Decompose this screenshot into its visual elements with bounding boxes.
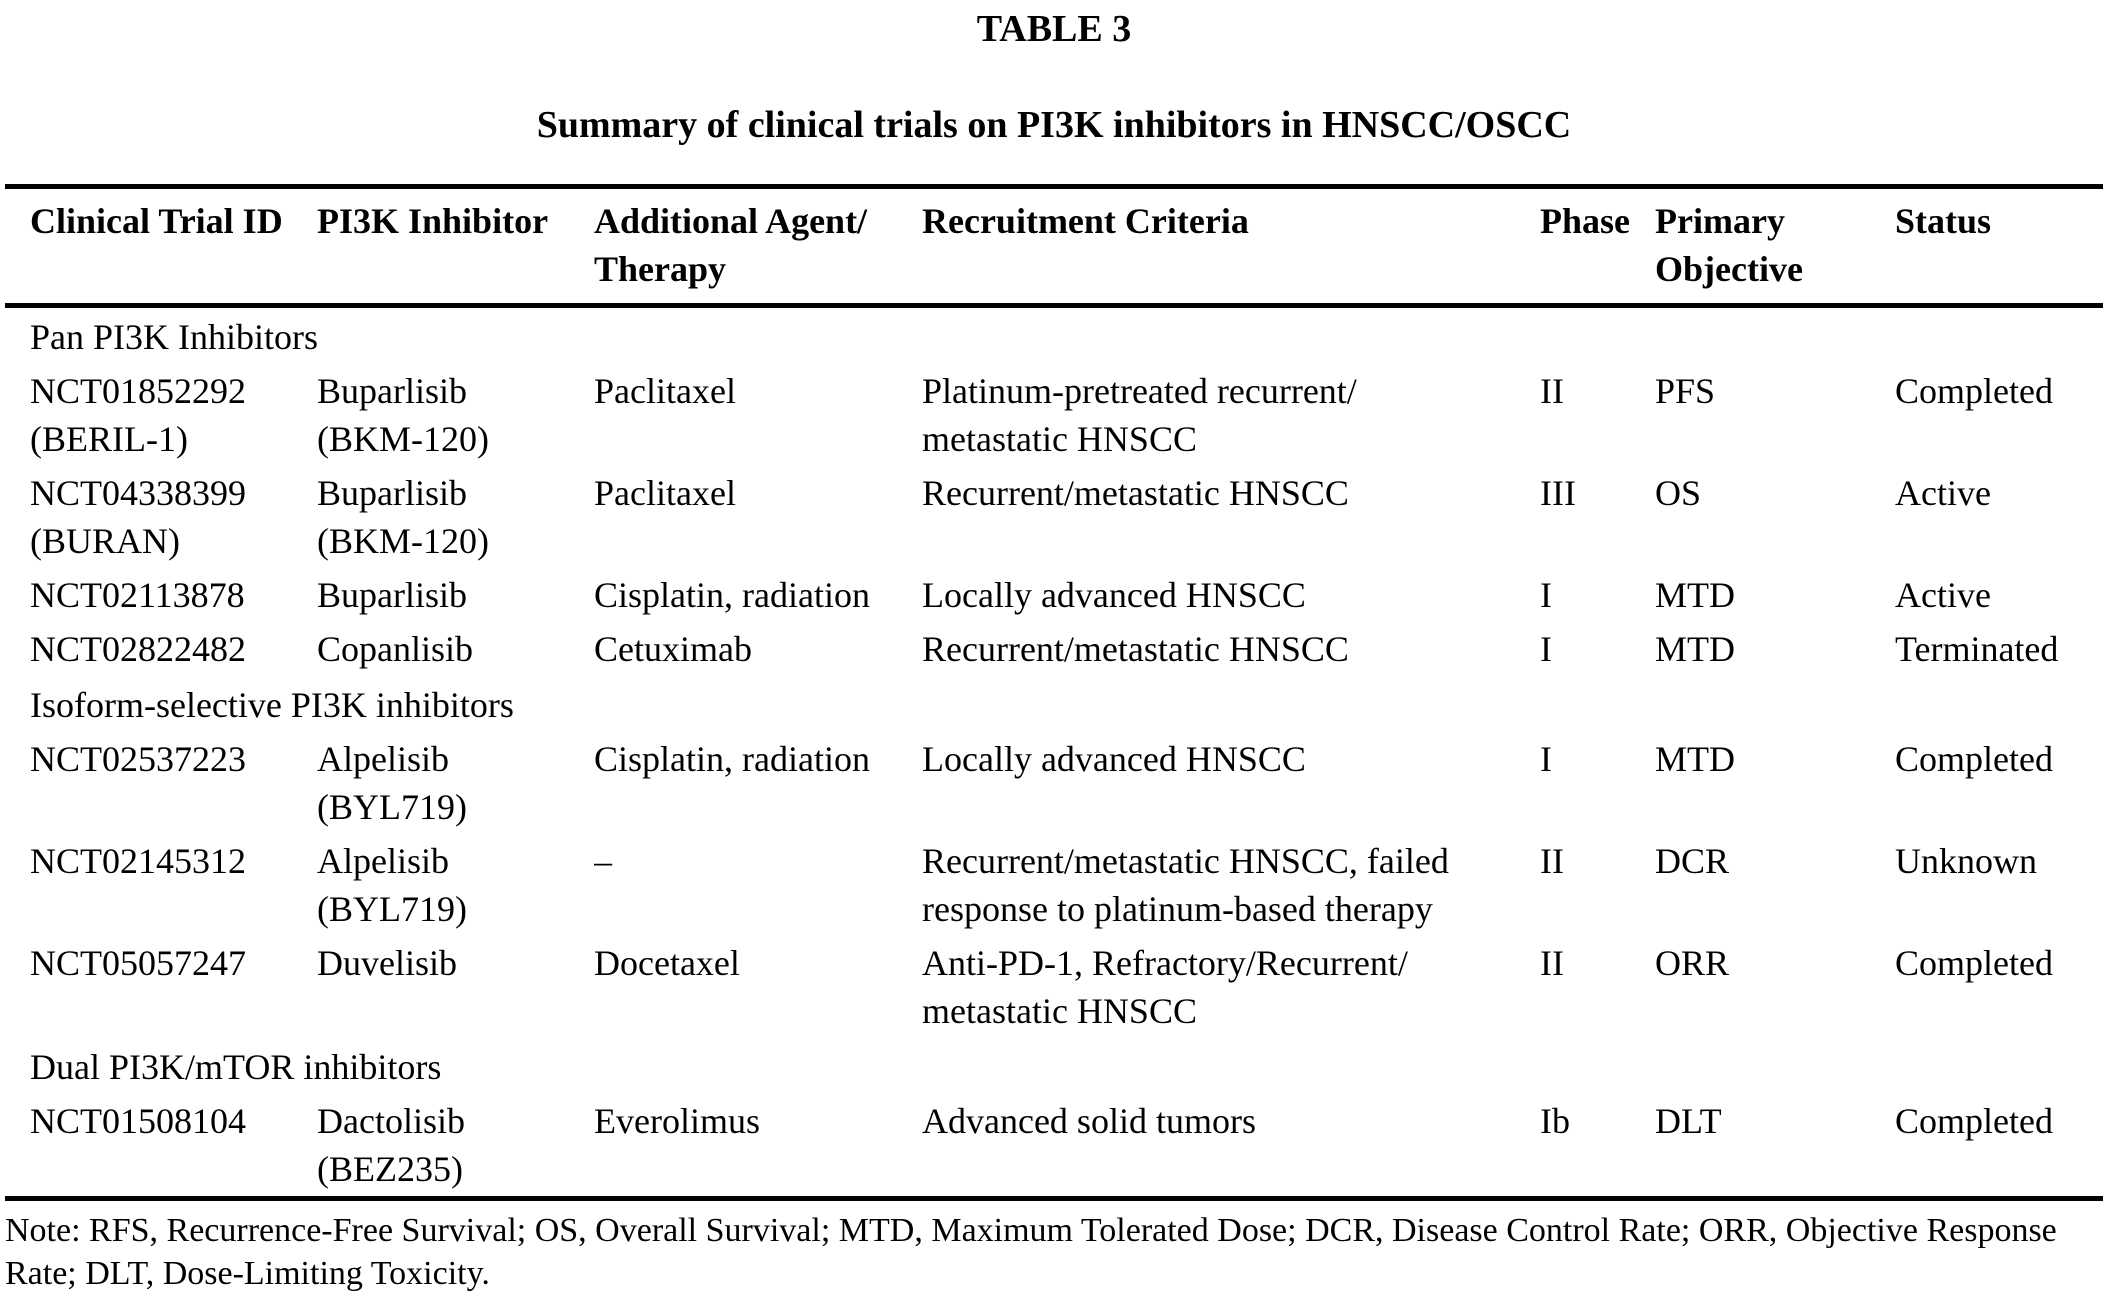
cell-criteria: Recurrent/metastatic HNSCC	[922, 629, 1349, 669]
column-header-primary-objective: Primary Objective	[1655, 186, 1895, 308]
cell-inhibitor: Copanlisib	[317, 629, 474, 669]
cell-phase: II	[1540, 841, 1564, 881]
cell-status: Terminated	[1895, 629, 2059, 669]
column-header-phase: Phase	[1540, 186, 1655, 308]
section-row: Dual PI3K/mTOR inhibitors	[5, 1038, 2103, 1094]
cell-trial-id: NCT04338399 (BURAN)	[30, 473, 246, 561]
cell-criteria: Recurrent/metastatic HNSCC	[922, 473, 1349, 513]
cell-criteria: Recurrent/metastatic HNSCC, failed respo…	[922, 841, 1449, 929]
column-header-pi3k-inhibitor: PI3K Inhibitor	[317, 186, 594, 308]
cell-criteria: Locally advanced HNSCC	[922, 739, 1306, 779]
table-row: NCT01508104 Dactolisib (BEZ235) Everolim…	[5, 1094, 2103, 1199]
cell-status: Unknown	[1895, 841, 2037, 881]
cell-trial-id: NCT02113878	[30, 575, 245, 615]
cell-phase: III	[1540, 473, 1576, 513]
table-row: NCT04338399 (BURAN) Buparlisib (BKM-120)…	[5, 466, 2103, 568]
table-row: NCT02537223 Alpelisib (BYL719) Cisplatin…	[5, 732, 2103, 834]
table-row: NCT02145312 Alpelisib (BYL719) – Recurre…	[5, 834, 2103, 936]
table-row: NCT05057247 Duvelisib Docetaxel Anti-PD-…	[5, 936, 2103, 1038]
cell-criteria: Advanced solid tumors	[922, 1101, 1256, 1141]
cell-inhibitor: Buparlisib (BKM-120)	[317, 371, 489, 459]
cell-agent: Paclitaxel	[594, 371, 736, 411]
table-row: NCT02113878 Buparlisib Cisplatin, radiat…	[5, 568, 2103, 622]
column-header-clinical-trial-id: Clinical Trial ID	[5, 186, 317, 308]
section-heading: Pan PI3K Inhibitors	[30, 317, 318, 357]
header-row: Clinical Trial ID PI3K Inhibitor Additio…	[5, 186, 2103, 308]
cell-agent: Everolimus	[594, 1101, 760, 1141]
cell-criteria: Platinum-pretreated recurrent/ metastati…	[922, 371, 1357, 459]
cell-objective: MTD	[1655, 629, 1735, 669]
table-header: Clinical Trial ID PI3K Inhibitor Additio…	[5, 186, 2103, 308]
cell-status: Completed	[1895, 371, 2053, 411]
cell-objective: ORR	[1655, 943, 1730, 983]
cell-inhibitor: Buparlisib	[317, 575, 467, 615]
section-heading: Isoform-selective PI3K inhibitors	[30, 685, 514, 725]
cell-inhibitor: Duvelisib	[317, 943, 457, 983]
cell-phase: I	[1540, 739, 1552, 779]
section-heading: Dual PI3K/mTOR inhibitors	[30, 1047, 442, 1087]
cell-inhibitor: Alpelisib (BYL719)	[317, 739, 467, 827]
column-header-additional-agent: Additional Agent/ Therapy	[594, 186, 922, 308]
cell-trial-id: NCT01852292 (BERIL-1)	[30, 371, 246, 459]
cell-phase: II	[1540, 371, 1564, 411]
cell-trial-id: NCT02537223	[30, 739, 246, 779]
cell-agent: Cisplatin, radiation	[594, 739, 870, 779]
table-label: TABLE 3	[976, 8, 1132, 50]
cell-agent: Cisplatin, radiation	[594, 575, 870, 615]
cell-objective: MTD	[1655, 739, 1735, 779]
cell-agent: –	[594, 841, 612, 881]
cell-trial-id: NCT05057247	[30, 943, 246, 983]
cell-status: Completed	[1895, 1101, 2053, 1141]
table-row: NCT02822482 Copanlisib Cetuximab Recurre…	[5, 622, 2103, 676]
cell-objective: PFS	[1655, 371, 1716, 411]
cell-phase: II	[1540, 943, 1564, 983]
cell-trial-id: NCT01508104	[30, 1101, 246, 1141]
table-row: NCT01852292 (BERIL-1) Buparlisib (BKM-12…	[5, 364, 2103, 466]
column-header-status: Status	[1895, 186, 2103, 308]
cell-agent: Paclitaxel	[594, 473, 736, 513]
clinical-trials-table: Clinical Trial ID PI3K Inhibitor Additio…	[5, 184, 2103, 1201]
cell-phase: I	[1540, 575, 1552, 615]
cell-status: Completed	[1895, 943, 2053, 983]
cell-status: Active	[1895, 473, 1991, 513]
table-body: Pan PI3K Inhibitors NCT01852292 (BERIL-1…	[5, 306, 2103, 1199]
cell-status: Completed	[1895, 739, 2053, 779]
cell-inhibitor: Alpelisib (BYL719)	[317, 841, 467, 929]
table-title: Summary of clinical trials on PI3K inhib…	[536, 104, 1572, 146]
cell-objective: DLT	[1655, 1101, 1722, 1141]
column-header-recruitment-criteria: Recruitment Criteria	[922, 186, 1540, 308]
cell-criteria: Anti-PD-1, Refractory/Recurrent/ metasta…	[922, 943, 1408, 1031]
cell-trial-id: NCT02145312	[30, 841, 246, 881]
cell-criteria: Locally advanced HNSCC	[922, 575, 1306, 615]
cell-trial-id: NCT02822482	[30, 629, 246, 669]
cell-phase: Ib	[1540, 1101, 1570, 1141]
cell-agent: Docetaxel	[594, 943, 740, 983]
cell-phase: I	[1540, 629, 1552, 669]
cell-inhibitor: Buparlisib (BKM-120)	[317, 473, 489, 561]
cell-agent: Cetuximab	[594, 629, 752, 669]
cell-objective: DCR	[1655, 841, 1730, 881]
section-row: Isoform-selective PI3K inhibitors	[5, 676, 2103, 732]
table-note: Note: RFS, Recurrence-Free Survival; OS,…	[5, 1212, 2057, 1292]
cell-objective: OS	[1655, 473, 1702, 513]
section-row: Pan PI3K Inhibitors	[5, 306, 2103, 365]
cell-inhibitor: Dactolisib (BEZ235)	[317, 1101, 465, 1189]
cell-objective: MTD	[1655, 575, 1735, 615]
cell-status: Active	[1895, 575, 1991, 615]
